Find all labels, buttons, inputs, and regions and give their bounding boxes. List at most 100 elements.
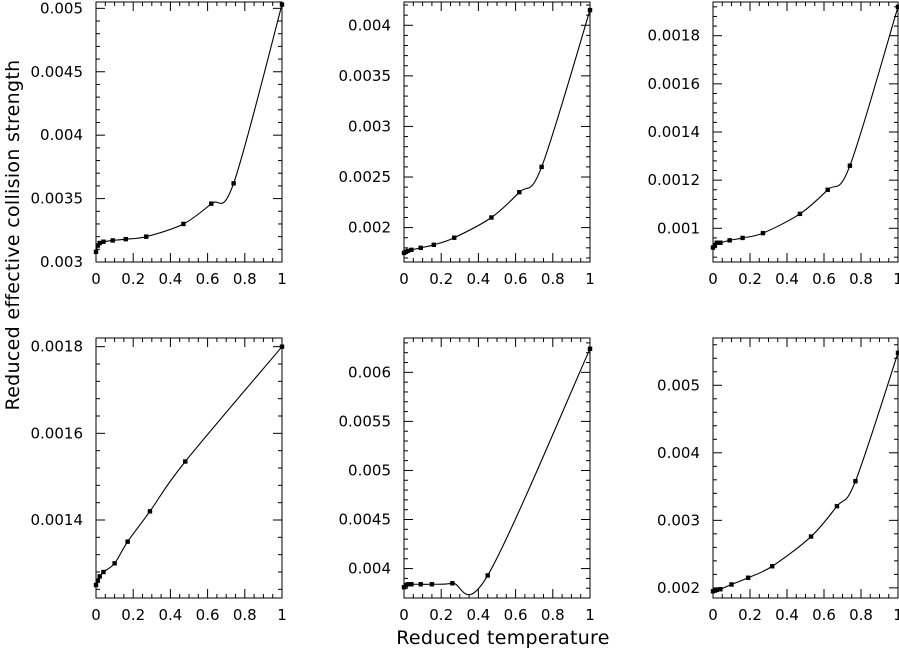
data-point [279,2,285,7]
x-tick-label: 0.4 [158,606,182,624]
data-point [834,503,840,509]
y-tick-label: 0.0025 [339,168,392,186]
data-point [112,561,117,566]
y-tick-label: 0.003 [40,253,83,271]
data-point [279,344,285,349]
panel-6: 0 0.2 0.4 0.6 0.8 1 0.002 0.003 0.004 0.005 [657,337,899,624]
data-point [712,242,718,248]
data-point [745,575,751,580]
x-tick-label: 0.4 [775,270,799,288]
data-point [895,350,899,356]
x-tick-label: 0.2 [738,606,762,624]
x-tick-label: 0.4 [466,270,490,288]
y-tick-label: 0.005 [657,376,700,394]
data-point [714,587,719,593]
y-tick-label: 0.003 [348,117,391,135]
data-point [418,245,423,251]
x-tick-label: 0 [708,606,718,624]
x-tick-label: 0.4 [775,606,799,624]
y-tick-label: 0.002 [348,219,391,237]
y-tick-label: 0.004 [657,444,700,462]
x-tick-label: 0.8 [233,606,257,624]
x-tick-label: 1 [893,606,899,624]
data-point [539,164,544,170]
y-tick-label: 0.0035 [31,190,84,208]
panel-frame [712,337,899,599]
y-tick-label: 0.0014 [31,511,84,529]
x-tick-label: 0.2 [738,270,762,288]
data-point [808,534,814,539]
data-point [431,242,436,248]
data-point [405,582,410,587]
data-point [125,539,130,544]
data-point [760,230,766,236]
y-tick-label: 0.006 [348,363,391,381]
data-point [123,236,128,242]
y-tick-label: 0.0045 [339,511,392,529]
y-tick-label: 0.004 [348,560,391,578]
y-tick-label: 0.002 [657,579,700,597]
data-point [485,573,490,578]
panel-frame [95,337,283,599]
y-tick-label: 0.0014 [648,123,701,141]
x-tick-label: 0 [91,270,101,288]
data-point [847,163,853,168]
x-tick-label: 1 [277,606,287,624]
data-point [418,582,423,587]
data-point [452,235,457,240]
data-point [110,238,115,243]
x-tick-label: 1 [585,606,595,624]
data-point [97,574,102,579]
panel-5: 0 0.2 0.4 0.6 0.8 1 0.004 0.0045 0.005 0.0055 0.00… [339,337,595,624]
series-curve [403,348,591,596]
data-point [181,221,186,227]
data-point [93,582,99,588]
data-point [718,587,723,592]
y-tick-label: 0.001 [657,219,700,237]
x-tick-label: 0.6 [196,270,220,288]
y-tick-label: 0.0016 [648,75,701,93]
y-tick-label: 0.004 [348,16,391,34]
y-tick-label: 0.0035 [339,67,392,85]
y-axis-title: Reduced effective collision strength [2,60,24,411]
data-point [183,459,188,464]
y-tick-label: 0.0018 [648,27,701,45]
data-point [710,245,716,250]
y-tick-label: 0.0012 [648,171,701,189]
data-point [825,187,830,192]
panels: 0 0.2 0.4 0.6 0.8 1 0.003 0.0035 0.004 0.0045 0.00… [31,0,899,624]
data-point [231,181,236,186]
data-point [517,189,522,195]
x-tick-label: 0.8 [541,270,565,288]
y-tick-label: 0.0018 [31,338,84,356]
x-tick-label: 0.2 [121,270,145,288]
data-point [729,582,734,587]
x-tick-label: 0 [399,270,409,288]
panel-3: 0 0.2 0.4 0.6 0.8 1 0.001 0.0012 0.0014 0.0016 0.0… [648,1,899,288]
y-tick-label: 0.004 [40,126,83,144]
data-point [489,215,494,220]
data-point [797,211,803,217]
data-point [95,243,101,248]
x-tick-label: 0.8 [849,270,873,288]
data-point [409,247,414,253]
y-tick-label: 0.003 [657,511,700,529]
x-tick-label: 0 [399,606,409,624]
x-tick-label: 1 [277,270,287,288]
data-point [714,240,719,245]
x-tick-label: 0.6 [196,606,220,624]
data-point [727,238,732,243]
x-tick-label: 0.6 [504,606,528,624]
panel-frame [95,1,283,263]
x-tick-label: 0.8 [233,270,257,288]
data-point [740,235,745,241]
data-point [429,582,435,587]
x-tick-label: 0 [708,270,718,288]
data-point [770,564,775,569]
data-point [587,7,593,13]
x-tick-label: 0 [91,606,101,624]
panel-2: 0 0.2 0.4 0.6 0.8 1 0.002 0.0025 0.003 0.0035 0.00… [339,1,595,288]
data-point [93,249,99,255]
panel-frame [403,1,591,263]
